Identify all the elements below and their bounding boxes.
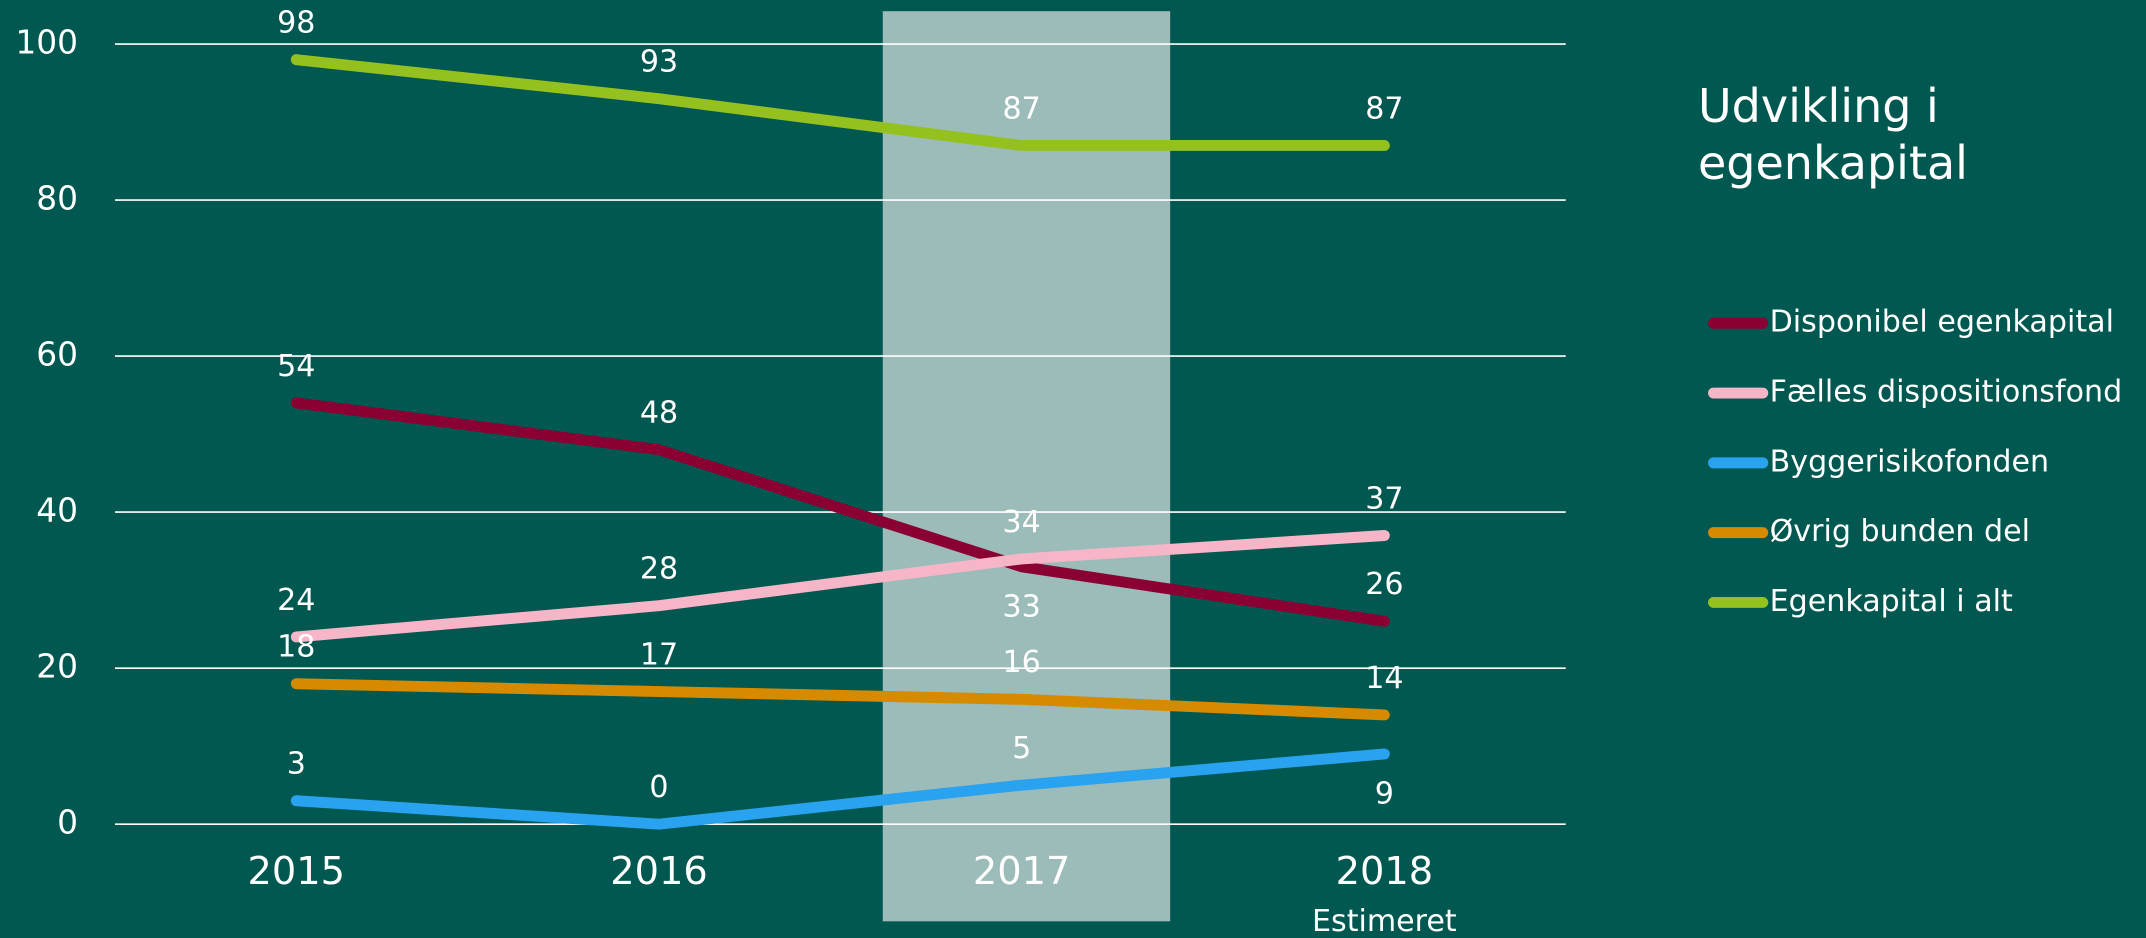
x-tick-label: 2016 <box>610 849 708 894</box>
y-tick-label: 0 <box>57 804 78 842</box>
data-label: 33 <box>1003 589 1041 624</box>
chart-title: Udvikling i egenkapital <box>1698 79 1968 190</box>
y-tick-label: 40 <box>36 492 78 530</box>
line <box>290 748 1390 830</box>
data-label: 48 <box>640 396 678 431</box>
y-tick-label: 60 <box>36 336 78 374</box>
y-tick-label: 100 <box>15 24 78 62</box>
data-label: 16 <box>1003 645 1041 680</box>
data-label: 34 <box>1003 505 1041 540</box>
line <box>290 678 1390 721</box>
data-label: 26 <box>1365 567 1403 602</box>
x-sublabel: Estimeret <box>1312 904 1457 938</box>
x-tick-label: 2018 <box>1336 849 1434 894</box>
data-label: 18 <box>277 630 315 665</box>
x-tick-label: 2017 <box>973 849 1071 894</box>
line <box>290 54 1390 151</box>
data-label: 28 <box>640 552 678 587</box>
data-label: 9 <box>1375 777 1394 812</box>
data-label: 3 <box>287 747 306 782</box>
legend-label: Fælles dispositionsfond <box>1770 375 2123 410</box>
data-label: 24 <box>277 583 315 618</box>
data-label: 17 <box>640 637 678 672</box>
legend-label: Disponibel egenkapital <box>1770 305 2114 340</box>
data-label: 0 <box>649 770 668 805</box>
data-label: 54 <box>277 349 315 384</box>
line <box>290 530 1390 643</box>
data-label: 14 <box>1365 661 1403 696</box>
y-tick-label: 80 <box>36 180 78 218</box>
legend-label: Egenkapital i alt <box>1770 584 2013 619</box>
data-label: 93 <box>640 45 678 80</box>
highlight-band <box>882 11 1171 922</box>
data-label: 87 <box>1003 91 1041 126</box>
data-label: 37 <box>1365 481 1403 516</box>
x-tick-label: 2015 <box>248 849 346 894</box>
data-label: 87 <box>1365 91 1403 126</box>
data-label: 98 <box>277 6 315 41</box>
data-label: 5 <box>1012 731 1031 766</box>
legend-label: Øvrig bunden del <box>1770 514 2030 549</box>
y-tick-label: 20 <box>36 648 78 686</box>
line <box>290 397 1390 627</box>
legend-label: Byggerisikofonden <box>1770 444 2049 479</box>
